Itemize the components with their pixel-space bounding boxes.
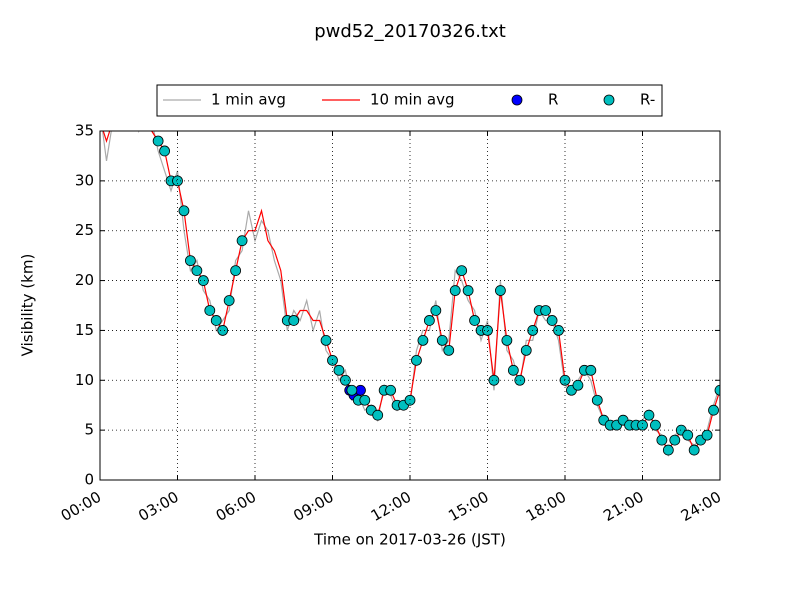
data-point — [456, 265, 468, 277]
data-point — [417, 334, 429, 346]
x-tick-label: 21:00 — [600, 488, 646, 525]
data-point — [423, 315, 435, 326]
legend-label: 1 min avg — [211, 91, 286, 109]
data-point — [333, 364, 345, 376]
chart-title: pwd52_20170326.txt — [314, 21, 506, 42]
data-point — [236, 235, 248, 247]
data-point — [217, 325, 229, 336]
data-point — [520, 344, 532, 356]
legend-label: R- — [640, 91, 655, 109]
x-axis-label: Time on 2017-03-26 (JST) — [313, 531, 506, 549]
x-tick-label: 06:00 — [213, 488, 259, 525]
y-axis-label: Visibility (km) — [19, 254, 37, 357]
legend-swatch — [511, 94, 523, 106]
data-point — [191, 265, 203, 277]
data-point — [714, 384, 720, 396]
data-point — [688, 444, 700, 456]
data-point — [656, 434, 668, 446]
data-point — [701, 429, 713, 441]
data-point — [346, 384, 358, 396]
data-point — [288, 315, 300, 326]
y-tick-label: 30 — [75, 171, 94, 189]
data-point — [436, 334, 448, 346]
data-point — [185, 255, 196, 267]
y-tick-label: 5 — [84, 421, 94, 439]
x-tick-label: 00:00 — [58, 488, 104, 525]
x-tick-label: 24:00 — [678, 488, 724, 525]
data-point — [637, 419, 648, 431]
x-tick-label: 18:00 — [523, 488, 569, 525]
y-tick-label: 10 — [75, 371, 94, 389]
data-point — [178, 205, 190, 217]
data-point — [662, 444, 674, 456]
data-point — [546, 315, 558, 326]
data-point — [449, 285, 461, 296]
data-point — [650, 419, 661, 431]
y-tick-label: 0 — [84, 471, 94, 489]
data-point — [230, 265, 242, 277]
data-point — [320, 334, 332, 346]
data-point — [197, 275, 209, 286]
data-point — [591, 394, 603, 406]
y-tick-label: 15 — [75, 321, 94, 339]
data-point — [372, 409, 384, 421]
data-point — [430, 305, 442, 316]
data-point — [443, 344, 455, 356]
data-point — [411, 354, 422, 366]
data-point — [501, 334, 513, 346]
x-tick-label: 12:00 — [368, 488, 414, 525]
data-point — [507, 364, 519, 376]
data-point — [223, 295, 235, 306]
x-tick-label: 03:00 — [135, 488, 181, 525]
data-point — [495, 285, 506, 296]
y-tick-label: 25 — [75, 221, 94, 239]
data-point — [682, 429, 694, 441]
data-point — [385, 384, 397, 396]
y-tick-label: 20 — [75, 271, 94, 289]
legend-box — [156, 84, 663, 117]
y-tick-label: 35 — [75, 122, 94, 140]
data-point — [359, 394, 371, 406]
data-point — [488, 374, 500, 386]
data-point — [553, 325, 564, 336]
data-point — [643, 409, 655, 421]
data-point — [204, 305, 216, 316]
legend-label: R — [548, 91, 558, 109]
data-point — [469, 315, 480, 326]
legend-label: 10 min avg — [370, 91, 455, 109]
x-tick-label: 15:00 — [445, 488, 491, 525]
plot-area — [101, 131, 720, 458]
data-point — [152, 135, 164, 147]
data-point — [159, 145, 170, 157]
data-point — [572, 379, 584, 391]
x-tick-label: 09:00 — [290, 488, 336, 525]
data-point — [669, 434, 681, 446]
data-point — [540, 305, 552, 316]
legend-swatch — [603, 94, 615, 106]
data-point — [210, 315, 222, 326]
data-point — [585, 364, 597, 376]
data-point — [708, 404, 719, 416]
data-point — [462, 285, 474, 296]
